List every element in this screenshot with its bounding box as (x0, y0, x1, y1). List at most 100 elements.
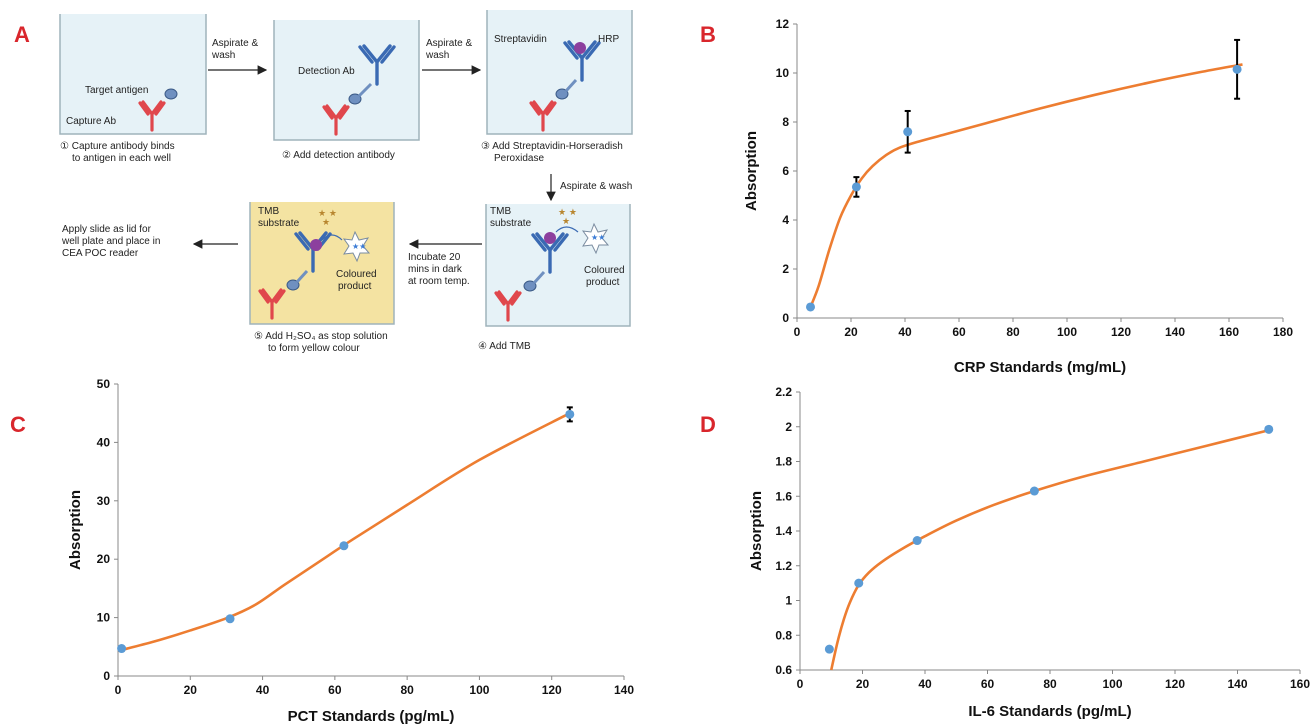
y-axis-title: Absorption (748, 491, 765, 571)
data-point (824, 644, 834, 654)
x-axis-title: PCT Standards (pg/mL) (288, 708, 455, 725)
x-tick-label: 120 (1111, 325, 1131, 339)
x-tick-label: 0 (797, 677, 804, 691)
y-tick-label: 4 (782, 213, 789, 227)
x-tick-label: 160 (1219, 325, 1239, 339)
x-tick-label: 0 (115, 683, 122, 697)
y-tick-label: 20 (97, 552, 111, 566)
substrate-label-4: substrate (490, 218, 532, 229)
y-tick-label: 0.6 (775, 663, 792, 677)
data-point (903, 127, 913, 137)
substrate-label-5: substrate (258, 218, 300, 229)
y-axis-title: Absorption (743, 131, 760, 211)
x-tick-label: 60 (328, 683, 342, 697)
tmb-label-5: TMB (258, 206, 279, 217)
well-5: ★★ ★ ★ ★ TMB substrate Coloured product … (249, 202, 395, 354)
x-tick-label: 60 (981, 677, 995, 691)
x-tick-label: 100 (469, 683, 489, 697)
final-step-line-3: CEA POC reader (62, 248, 139, 259)
well-2-caption: ② Add detection antibody (282, 150, 395, 161)
wash-1-line-2: wash (211, 50, 235, 61)
y-tick-label: 1.8 (775, 455, 792, 469)
streptavidin-label: Streptavidin (494, 34, 547, 45)
incubate-line-1: Incubate 20 (408, 252, 461, 263)
elisa-workflow-diagram: Target antigen Capture Ab ① Capture anti… (59, 10, 633, 354)
data-point (851, 182, 861, 192)
x-tick-label: 100 (1102, 677, 1122, 691)
well-1-caption-line-2: to antigen in each well (72, 153, 171, 164)
data-point (806, 302, 815, 312)
well-3-caption-line-2: Peroxidase (494, 153, 544, 164)
x-tick-label: 140 (614, 683, 634, 697)
wash-3-label: Aspirate & wash (560, 181, 632, 192)
svg-text:★: ★ (562, 217, 570, 227)
x-tick-label: 120 (542, 683, 562, 697)
x-tick-label: 80 (400, 683, 414, 697)
incubate-line-2: mins in dark (408, 264, 463, 275)
well-2: Detection Ab ② Add detection antibody (273, 20, 420, 161)
x-tick-label: 180 (1273, 325, 1293, 339)
x-tick-label: 80 (1006, 325, 1020, 339)
y-tick-label: 30 (97, 494, 111, 508)
final-step-line-1: Apply slide as lid for (62, 224, 152, 235)
data-point (117, 644, 127, 654)
svg-text:★: ★ (322, 218, 330, 228)
x-tick-label: 40 (898, 325, 912, 339)
data-point (1264, 424, 1274, 434)
data-point (339, 541, 349, 551)
data-point (565, 409, 575, 419)
svg-text:★★: ★★ (591, 233, 605, 242)
x-axis-title: IL-6 Standards (pg/mL) (968, 703, 1131, 720)
target-antigen-label: Target antigen (85, 85, 148, 96)
data-point (912, 536, 922, 546)
svg-text:★ ★: ★ ★ (558, 208, 577, 218)
wash-2-line-1: Aspirate & (426, 38, 472, 49)
capture-ab-label: Capture Ab (66, 116, 116, 127)
wash-2-line-2: wash (425, 50, 449, 61)
well-4: ★★ ★ ★ ★ TMB substrate Coloured product … (478, 204, 631, 352)
tmb-label-4: TMB (490, 206, 511, 217)
chart-crp: 0 20 40 60 80 100 120 140 160 180 0 2 4 6 8 10 12 CRP Sta… (743, 17, 1293, 376)
y-tick-label: 50 (97, 377, 111, 391)
fit-curve (117, 412, 571, 653)
y-tick-label: 0.8 (775, 628, 792, 642)
y-axis-title: Absorption (67, 490, 84, 570)
svg-text:★★: ★★ (352, 242, 366, 251)
y-tick-label: 1.4 (775, 524, 792, 538)
product-label-5: product (338, 281, 372, 292)
data-point (854, 578, 864, 588)
chart-il6: 0 20 40 60 80 100 120 140 160 0.6 0.8 1 1.2 1.4 1.6 1.8… (748, 385, 1310, 720)
x-tick-label: 0 (794, 325, 801, 339)
x-tick-label: 60 (952, 325, 966, 339)
x-tick-label: 100 (1057, 325, 1077, 339)
data-point (225, 614, 235, 624)
x-tick-label: 20 (856, 677, 870, 691)
detection-ab-label: Detection Ab (298, 66, 355, 77)
fit-curve (809, 63, 1243, 308)
final-step-line-2: well plate and place in (61, 236, 160, 247)
y-tick-label: 6 (782, 164, 789, 178)
x-tick-label: 140 (1165, 325, 1185, 339)
x-tick-label: 20 (844, 325, 858, 339)
coloured-label-4: Coloured (584, 265, 625, 276)
y-tick-label: 0 (103, 669, 110, 683)
product-label-4: product (586, 277, 620, 288)
coloured-label-5: Coloured (336, 269, 377, 280)
well-3-caption-line-1: ③ Add Streptavidin-Horseradish (481, 141, 623, 152)
y-tick-label: 2 (785, 420, 792, 434)
y-tick-label: 10 (97, 611, 111, 625)
wash-1-line-1: Aspirate & (212, 38, 258, 49)
x-tick-label: 40 (918, 677, 932, 691)
x-tick-label: 140 (1227, 677, 1247, 691)
y-tick-label: 1.2 (775, 559, 792, 573)
x-tick-label: 40 (256, 683, 270, 697)
x-tick-label: 80 (1043, 677, 1057, 691)
well-1: Target antigen Capture Ab ① Capture anti… (59, 14, 207, 164)
x-tick-label: 20 (184, 683, 198, 697)
y-tick-label: 2 (782, 262, 789, 276)
x-axis-title: CRP Standards (mg/mL) (954, 359, 1126, 376)
fit-curve (829, 428, 1270, 671)
well-5-caption-line-1: ⑤ Add H₂SO₄ as stop solution (254, 331, 388, 342)
hrp-label: HRP (598, 34, 619, 45)
y-tick-label: 10 (776, 66, 790, 80)
